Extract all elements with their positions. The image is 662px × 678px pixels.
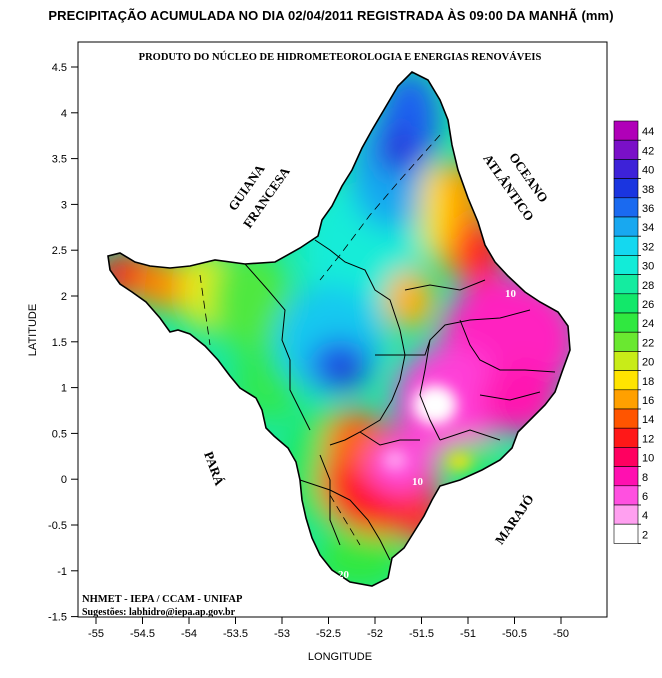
y-axis-label: LATITUDE bbox=[27, 304, 39, 356]
legend-label: 6 bbox=[642, 491, 648, 503]
legend-label: 10 bbox=[642, 453, 654, 465]
legend-label: 28 bbox=[642, 280, 654, 292]
legend-swatch bbox=[613, 216, 639, 237]
legend-swatch bbox=[613, 389, 639, 410]
legend-swatch bbox=[613, 293, 639, 314]
x-tick-label: -52.5 bbox=[316, 628, 341, 640]
credits-line2: Sugestões: labhidro@iepa.ap.gov.br bbox=[82, 607, 236, 618]
y-tick-label: 4 bbox=[61, 108, 67, 120]
y-tick-label: -1 bbox=[57, 566, 67, 578]
credits-line1: NHMET - IEPA / CCAM - UNIFAP bbox=[82, 594, 243, 605]
x-tick-label: -50.5 bbox=[502, 628, 527, 640]
legend-label: 20 bbox=[642, 357, 654, 369]
contour-label: 20 bbox=[338, 569, 350, 581]
x-axis-label: LONGITUDE bbox=[308, 651, 372, 663]
legend-label: 30 bbox=[642, 261, 654, 273]
legend-swatch bbox=[613, 466, 639, 487]
y-tick-label: 4.5 bbox=[52, 62, 67, 74]
legend-swatch bbox=[613, 485, 639, 506]
legend-label: 14 bbox=[642, 414, 654, 426]
legend-label: 24 bbox=[642, 318, 654, 330]
legend-label: 26 bbox=[642, 299, 654, 311]
legend-label: 44 bbox=[642, 126, 654, 138]
legend-label: 22 bbox=[642, 337, 654, 349]
legend-swatch bbox=[613, 331, 639, 352]
y-tick-label: 0 bbox=[61, 474, 67, 486]
legend-swatch bbox=[613, 139, 639, 160]
y-tick-label: 2 bbox=[61, 291, 67, 303]
y-tick-label: -0.5 bbox=[48, 520, 67, 532]
x-tick-label: -55 bbox=[88, 628, 104, 640]
x-tick-label: -51.5 bbox=[409, 628, 434, 640]
y-tick-label: 2.5 bbox=[52, 245, 67, 257]
legend-label: 4 bbox=[642, 510, 648, 522]
municipal-boundaries bbox=[244, 239, 556, 561]
x-axis: -55 -54.5 -54 -53.5 -53 -52.5 -52 -51.5 -51 -50.5… bbox=[88, 617, 569, 640]
legend-swatch bbox=[613, 197, 639, 218]
contour-label: 10 bbox=[505, 288, 517, 300]
legend-label: 32 bbox=[642, 241, 654, 253]
legend-swatch bbox=[613, 447, 639, 467]
y-tick-label: 1 bbox=[61, 383, 67, 395]
x-tick-label: -51 bbox=[460, 628, 476, 640]
x-tick-label: -54 bbox=[181, 628, 197, 640]
dashed-boundaries bbox=[199, 134, 441, 546]
legend-swatch bbox=[613, 312, 639, 333]
y-axis: 4.5 4 3.5 3 2.5 2 1.5 1 0.5 0 -0.5 -1 -1.5 bbox=[48, 62, 78, 624]
legend-swatch bbox=[613, 351, 639, 371]
x-tick-label: -53.5 bbox=[223, 628, 248, 640]
plot-frame bbox=[77, 41, 608, 618]
legend-swatch bbox=[613, 408, 639, 429]
legend-label: 12 bbox=[642, 433, 654, 445]
legend-label: 40 bbox=[642, 165, 654, 177]
x-tick-label: -50 bbox=[553, 628, 569, 640]
y-tick-label: 1.5 bbox=[52, 337, 67, 349]
legend-swatch bbox=[613, 120, 639, 141]
precipitation-field bbox=[108, 72, 570, 586]
y-tick-label: 3.5 bbox=[52, 154, 67, 166]
x-tick-label: -53 bbox=[274, 628, 290, 640]
legend-swatch bbox=[613, 427, 639, 448]
legend-swatch bbox=[613, 159, 639, 179]
legend-swatch bbox=[613, 235, 639, 256]
legend-label: 38 bbox=[642, 184, 654, 196]
legend-swatch bbox=[613, 178, 639, 199]
y-tick-label: 0.5 bbox=[52, 428, 67, 440]
x-tick-label: -52 bbox=[367, 628, 383, 640]
map-title: PRECIPITAÇÃO ACUMULADA NO DIA 02/04/2011… bbox=[48, 8, 614, 23]
legend-label: 18 bbox=[642, 376, 654, 388]
subtitle: PRODUTO DO NÚCLEO DE HIDROMETEOROLOGIA E… bbox=[139, 51, 542, 63]
x-tick-label: -54.5 bbox=[130, 628, 155, 640]
legend-label: 34 bbox=[642, 222, 654, 234]
legend-swatch bbox=[613, 255, 639, 275]
legend-swatch bbox=[613, 523, 639, 544]
legend-swatch bbox=[613, 370, 639, 391]
legend-label: 42 bbox=[642, 145, 654, 157]
legend-label: 16 bbox=[642, 395, 654, 407]
legend-swatch bbox=[613, 274, 639, 295]
legend-label: 8 bbox=[642, 472, 648, 484]
legend-label: 36 bbox=[642, 203, 654, 215]
label-para: PARÁ bbox=[201, 449, 227, 488]
y-tick-label: -1.5 bbox=[48, 612, 67, 624]
contour-label: 10 bbox=[412, 476, 424, 488]
y-tick-label: 3 bbox=[61, 199, 67, 211]
legend-swatch bbox=[613, 504, 639, 525]
label-marajo: MARAJÓ bbox=[492, 492, 537, 547]
legend-label: 2 bbox=[642, 529, 648, 541]
